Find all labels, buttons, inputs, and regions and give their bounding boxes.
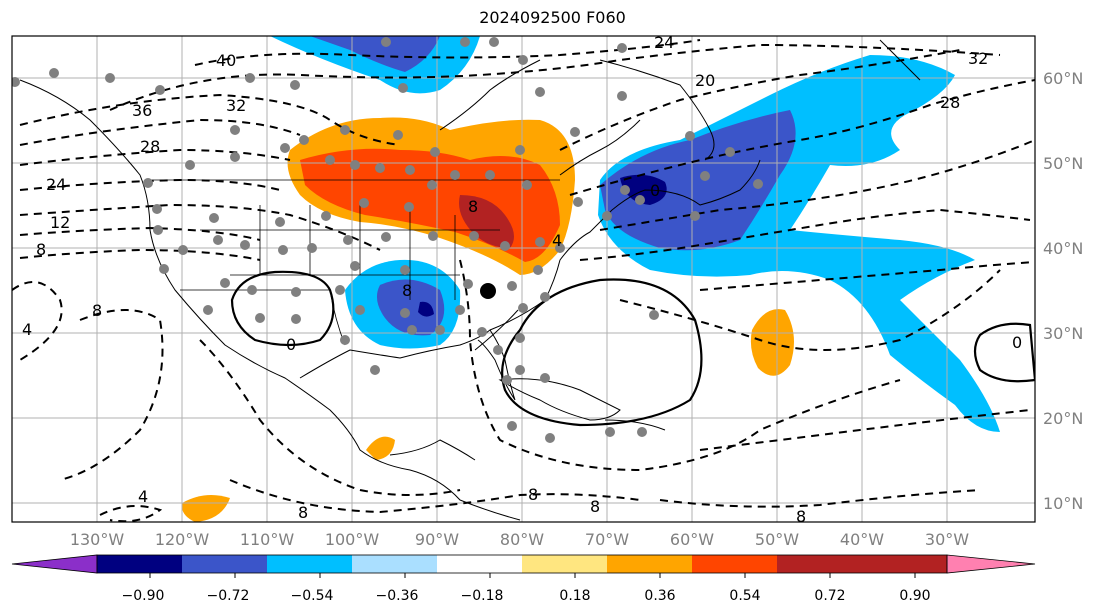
contour-label: 8 xyxy=(590,497,600,516)
colorbar-extend-max xyxy=(946,554,1036,574)
lon-tick-label: 120°W xyxy=(155,530,210,549)
positive-anomaly-region xyxy=(366,436,395,460)
contour-label-group: 40 36 32 28 24 12 8 8 4 0 4 8 4 8 8 8 0 … xyxy=(22,33,1022,526)
colorbar-segment xyxy=(97,555,182,573)
contour-label: 4 xyxy=(138,487,148,506)
contour-label: 8 xyxy=(796,507,806,526)
contour-label: 8 xyxy=(36,240,46,259)
contour-label: 8 xyxy=(402,281,412,300)
contour-label: 4 xyxy=(22,320,32,339)
colorbar-tick-label: −0.54 xyxy=(291,588,334,604)
colorbar-tick-marks xyxy=(149,573,916,578)
contour-label: 4 xyxy=(552,231,562,250)
negative-anomaly-region xyxy=(376,279,445,336)
contour-label: 8 xyxy=(528,485,538,504)
contour-lines xyxy=(12,39,1035,522)
colorbar-extend-min xyxy=(11,554,98,574)
negative-anomaly-region xyxy=(620,174,667,205)
colorbar-tick-label: −0.90 xyxy=(122,588,165,604)
longitude-axis: 130°W 120°W 110°W 100°W 90°W 80°W 70°W 6… xyxy=(70,530,969,549)
colorbar-tick-label: 0.18 xyxy=(559,588,590,604)
colorbar-segment xyxy=(182,555,267,573)
contour-label: 12 xyxy=(50,213,70,232)
colorbar-tick-label: −0.72 xyxy=(207,588,250,604)
contour-label: 36 xyxy=(132,101,152,120)
zero-contours xyxy=(230,270,1035,427)
contour-label: 20 xyxy=(695,71,715,90)
colorbar-tick-label: 0.90 xyxy=(899,588,930,604)
negative-anomaly-region xyxy=(600,110,796,251)
colorbar-tick-label: 0.36 xyxy=(644,588,675,604)
lon-tick-label: 110°W xyxy=(240,530,295,549)
positive-anomaly-region xyxy=(750,309,794,376)
lat-tick-label: 10°N xyxy=(1043,494,1083,513)
contour-label: 0 xyxy=(650,181,660,200)
colorbar-segment xyxy=(352,555,437,573)
contour-label: 24 xyxy=(654,33,674,52)
colorbar-segment xyxy=(692,555,777,573)
negative-anomaly-region xyxy=(418,301,434,317)
contour-label: 24 xyxy=(46,175,66,194)
lat-tick-label: 60°N xyxy=(1043,69,1083,88)
lon-tick-label: 30°W xyxy=(925,530,969,549)
colorbar-segment xyxy=(437,555,522,573)
colorbar-segment xyxy=(862,555,947,573)
contour-label: 32 xyxy=(226,96,246,115)
colorbar-tick-label: 0.72 xyxy=(814,588,845,604)
lon-tick-label: 100°W xyxy=(325,530,380,549)
map-title: 2024092500 F060 xyxy=(479,8,626,27)
contour-label: 0 xyxy=(286,335,296,354)
colorbar-segment xyxy=(777,555,862,573)
lon-tick-label: 70°W xyxy=(585,530,629,549)
colorbar-segment xyxy=(267,555,352,573)
contour-label: 28 xyxy=(140,137,160,156)
lat-tick-label: 20°N xyxy=(1043,409,1083,428)
map-frame xyxy=(11,35,1036,523)
colorbar-tick-labels: −0.90 −0.72 −0.54 −0.36 −0.18 0.18 0.36 … xyxy=(122,588,931,604)
colorbar-segment xyxy=(607,555,692,573)
lon-tick-label: 60°W xyxy=(670,530,714,549)
positive-anomaly-region xyxy=(300,148,560,262)
station-dots xyxy=(12,37,763,443)
colorbar: −0.90 −0.72 −0.54 −0.36 −0.18 0.18 0.36 … xyxy=(11,554,1036,604)
colorbar-outline xyxy=(96,554,948,574)
latitude-axis: 10°N 20°N 30°N 40°N 50°N 60°N xyxy=(1043,69,1083,513)
negative-anomaly-region xyxy=(310,36,440,72)
contour-label: 40 xyxy=(216,51,236,70)
lat-tick-label: 40°N xyxy=(1043,239,1083,258)
anomaly-fill-layer xyxy=(181,36,1000,522)
colorbar-tick-label: 0.54 xyxy=(729,588,760,604)
contour-label: 32 xyxy=(968,49,988,68)
contour-label: 8 xyxy=(92,301,102,320)
focus-point-marker xyxy=(480,283,496,299)
lat-tick-label: 30°N xyxy=(1043,324,1083,343)
contour-label: 8 xyxy=(298,503,308,522)
colorbar-segment xyxy=(522,555,607,573)
lon-tick-label: 40°W xyxy=(840,530,884,549)
contour-label: 0 xyxy=(1012,333,1022,352)
lon-tick-label: 90°W xyxy=(415,530,459,549)
lon-tick-label: 80°W xyxy=(500,530,544,549)
lon-tick-label: 50°W xyxy=(755,530,799,549)
lon-tick-label: 130°W xyxy=(70,530,125,549)
contour-label: 28 xyxy=(940,93,960,112)
positive-anomaly-region xyxy=(181,494,230,522)
colorbar-tick-label: −0.36 xyxy=(376,588,419,604)
contour-label: 8 xyxy=(468,197,478,216)
lat-tick-label: 50°N xyxy=(1043,154,1083,173)
positive-anomaly-region xyxy=(459,195,514,248)
colorbar-tick-label: −0.18 xyxy=(461,588,504,604)
